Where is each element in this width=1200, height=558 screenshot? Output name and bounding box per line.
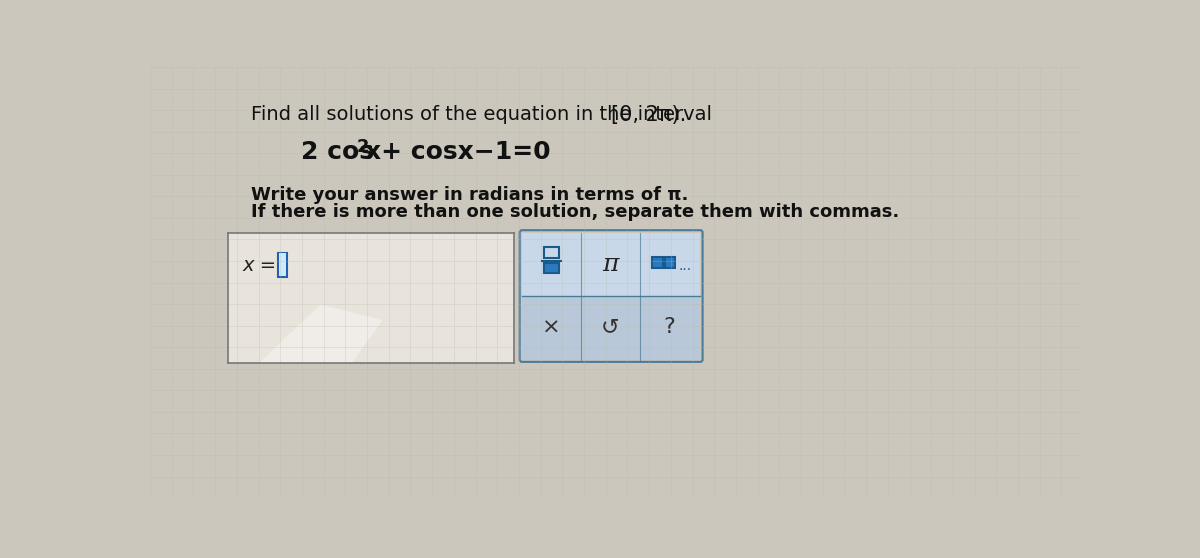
Text: ↺: ↺ <box>601 317 619 337</box>
Text: Write your answer in radians in terms of π.: Write your answer in radians in terms of… <box>251 186 688 204</box>
Bar <box>278 253 287 276</box>
Bar <box>544 247 559 258</box>
Text: ×: × <box>542 317 560 337</box>
Text: ?: ? <box>664 317 676 337</box>
Text: 2: 2 <box>356 138 370 156</box>
Bar <box>544 263 559 273</box>
Text: [0, 2π).: [0, 2π). <box>611 105 686 126</box>
Text: π: π <box>602 253 618 276</box>
Text: 2 cos: 2 cos <box>301 140 374 164</box>
Text: x+ cosx−1=0: x+ cosx−1=0 <box>365 140 551 164</box>
Bar <box>278 253 287 277</box>
Bar <box>522 296 701 359</box>
Bar <box>665 257 676 268</box>
Bar <box>653 257 664 268</box>
Text: ...: ... <box>678 258 691 273</box>
Text: x =: x = <box>242 256 277 275</box>
Bar <box>228 233 515 363</box>
Text: Find all solutions of the equation in the interval: Find all solutions of the equation in th… <box>251 105 718 124</box>
Polygon shape <box>258 305 383 363</box>
Text: If there is more than one solution, separate them with commas.: If there is more than one solution, sepa… <box>251 203 899 222</box>
Bar <box>522 233 701 296</box>
